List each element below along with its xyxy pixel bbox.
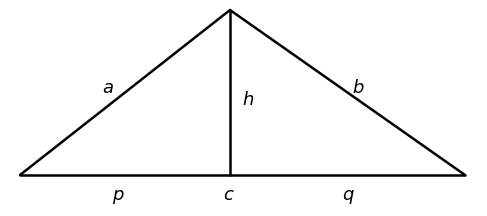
Text: h: h (242, 91, 253, 109)
Text: b: b (352, 79, 364, 97)
Text: p: p (112, 186, 124, 204)
Text: q: q (342, 186, 354, 204)
Text: a: a (102, 79, 113, 97)
Text: c: c (223, 186, 233, 204)
